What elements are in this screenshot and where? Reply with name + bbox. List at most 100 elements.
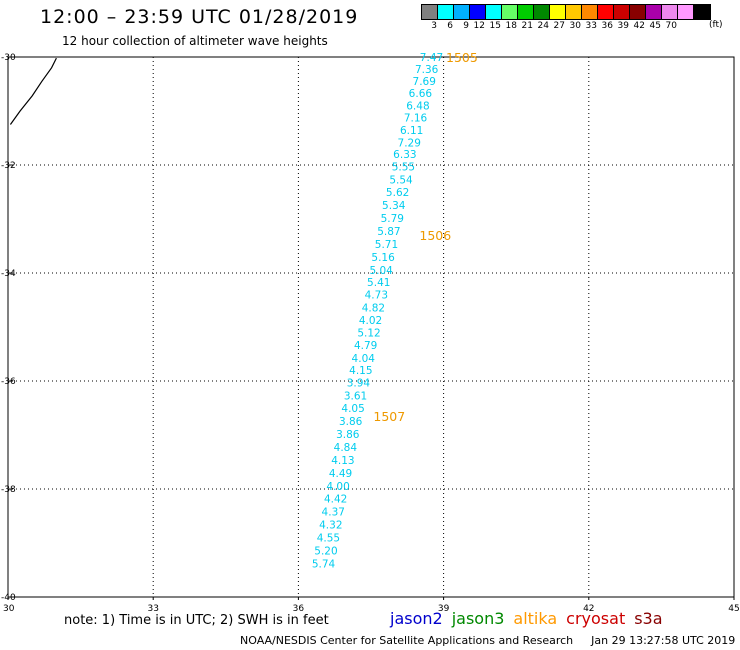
legend-swatch [534, 5, 550, 19]
time-label: 1507 [373, 409, 405, 424]
legend-label: 21 [521, 21, 533, 31]
swh-value-label: 5.41 [367, 277, 390, 289]
lat-tick-label: -32 [1, 161, 16, 171]
credit-text: NOAA/NESDIS Center for Satellite Applica… [240, 634, 574, 647]
swh-value-label: 4.49 [329, 468, 352, 480]
coastline-path [9, 57, 57, 125]
legend-swatch [422, 5, 438, 19]
swh-value-label: 5.20 [314, 546, 337, 558]
axis-ticks: 30 33 36 39 42 45 -30 -32 -34 -36 -38 -40 [1, 53, 740, 614]
swh-value-label: 5.87 [377, 226, 400, 238]
map-frame [7, 56, 735, 598]
swh-value-label: 6.11 [400, 125, 423, 137]
legend-label: 45 [649, 21, 661, 31]
lat-tick-label: -38 [1, 485, 16, 495]
swh-value-label: 5.16 [371, 252, 395, 264]
legend-swatch [470, 5, 486, 19]
legend-label: 39 [617, 21, 629, 31]
legend-swatch [518, 5, 534, 19]
swh-value-label: 4.00 [326, 481, 349, 493]
legend-label: 70 [665, 21, 677, 31]
lon-tick-label: 45 [728, 604, 739, 614]
swh-value-label: 4.32 [319, 520, 342, 532]
legend-label: 9 [463, 21, 469, 31]
legend-label: 15 [489, 21, 501, 31]
legend-unit: (ft) [709, 20, 723, 30]
legend-label: 12 [473, 21, 485, 31]
time-labels: 1505 1506 1507 [373, 50, 477, 424]
graticule [7, 56, 735, 598]
legend-swatch [630, 5, 646, 19]
swh-value-label: 7.47 [420, 52, 443, 64]
swh-value-label: 5.34 [382, 200, 406, 212]
swh-value-label: 4.04 [352, 353, 376, 365]
swh-value-label: 4.55 [317, 533, 340, 545]
swh-value-label: 5.62 [386, 187, 409, 199]
lon-tick-label: 33 [147, 604, 158, 614]
swh-value-label: 7.29 [398, 137, 421, 149]
satellite-s3a: s3a [634, 609, 663, 628]
lon-tick-label: 42 [583, 604, 594, 614]
footer-note: note: 1) Time is in UTC; 2) SWH is in fe… [64, 613, 329, 628]
swh-value-label: 5.55 [392, 162, 415, 174]
swh-value-label: 4.13 [331, 455, 354, 467]
color-legend: 3 6 9 12 15 18 21 24 27 30 33 36 39 42 45 70 (ft) [421, 4, 723, 31]
lon-tick-label: 39 [438, 604, 450, 614]
swh-value-label: 5.04 [369, 265, 393, 277]
time-label: 1506 [419, 228, 451, 243]
swh-value-label: 6.33 [393, 149, 416, 161]
page-subtitle: 12 hour collection of altimeter wave hei… [62, 34, 328, 48]
legend-swatch [582, 5, 598, 19]
generated-timestamp: Jan 29 13:27:58 UTC 2019 [591, 634, 736, 647]
satellite-altika: altika [513, 609, 558, 628]
legend-swatch [598, 5, 614, 19]
lat-tick-label: -36 [1, 377, 16, 387]
swh-value-label: 4.05 [341, 403, 364, 415]
legend-label: 30 [569, 21, 581, 31]
legend-label: 33 [585, 21, 597, 31]
lat-tick-label: -34 [1, 269, 16, 279]
legend-swatch [662, 5, 678, 19]
swh-value-label: 5.71 [375, 239, 398, 251]
swh-value-label: 3.86 [336, 429, 360, 441]
lon-tick-label: 30 [3, 604, 15, 614]
footer-credit: NOAA/NESDIS Center for Satellite Applica… [240, 634, 735, 647]
swh-value-label: 3.86 [339, 416, 363, 428]
swh-value-label: 4.37 [322, 507, 345, 519]
swh-value-label: 4.02 [359, 315, 382, 327]
satellite-jason3: jason3 [451, 609, 505, 628]
satellite-legend: jason2 jason3 altika cryosat s3a [390, 609, 672, 628]
legend-swatch [566, 5, 582, 19]
swh-value-label: 5.12 [357, 327, 380, 339]
legend-swatch [438, 5, 454, 19]
swh-value-label: 4.84 [334, 442, 358, 454]
legend-label: 24 [537, 21, 549, 31]
legend-label: 18 [505, 21, 517, 31]
swh-value-label: 4.42 [324, 494, 347, 506]
satellite-cryosat: cryosat [566, 609, 626, 628]
page-title: 12:00 – 23:59 UTC 01/28/2019 [40, 6, 359, 28]
legend-labels: 3 6 9 12 15 18 21 24 27 30 33 36 39 42 45 70 [421, 21, 711, 31]
swh-value-label: 4.82 [362, 303, 385, 315]
swh-value-label: 5.74 [312, 559, 336, 571]
swh-value-label: 4.73 [365, 290, 388, 302]
swh-value-label: 3.94 [347, 378, 371, 390]
legend-swatch [502, 5, 518, 19]
legend-label: 42 [633, 21, 645, 31]
lon-tick-label: 36 [293, 604, 305, 614]
legend-swatch [694, 5, 710, 19]
swh-value-label: 5.54 [389, 175, 413, 187]
swh-value-label: 7.69 [413, 76, 436, 88]
legend-label: 3 [431, 21, 437, 31]
altimeter-track: 7.477.367.696.666.487.166.117.296.335.55… [312, 52, 443, 571]
legend-label: 27 [553, 21, 565, 31]
swh-value-label: 7.36 [415, 64, 439, 76]
legend-swatch [678, 5, 694, 19]
swh-value-label: 6.66 [409, 88, 433, 100]
legend-swatch [454, 5, 470, 19]
legend-label: 36 [601, 21, 613, 31]
legend-swatch [550, 5, 566, 19]
legend-swatch [486, 5, 502, 19]
swh-value-label: 4.79 [354, 340, 377, 352]
coastline [9, 57, 57, 125]
